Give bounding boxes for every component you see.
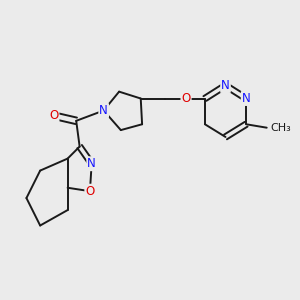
Text: CH₃: CH₃ (270, 123, 291, 133)
Text: N: N (242, 92, 250, 105)
Text: N: N (221, 79, 230, 92)
Text: O: O (85, 185, 94, 198)
Text: O: O (49, 109, 58, 122)
Text: N: N (87, 157, 96, 170)
Text: O: O (182, 92, 191, 105)
Text: N: N (99, 104, 108, 117)
